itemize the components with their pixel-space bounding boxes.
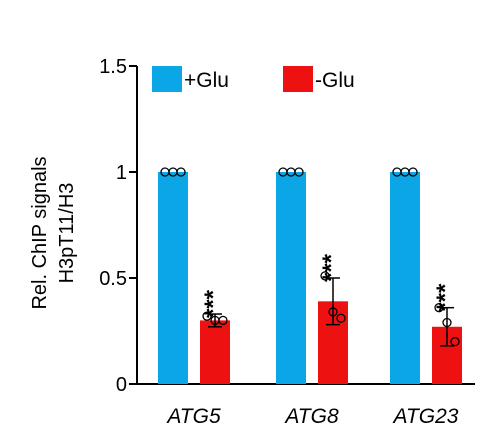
data-point — [218, 315, 228, 326]
bar — [158, 172, 188, 384]
data-point — [320, 271, 330, 281]
data-points — [160, 167, 460, 347]
legend-label: +Glu — [184, 69, 229, 92]
data-point — [202, 311, 212, 321]
data-point — [434, 303, 444, 313]
bars — [158, 172, 462, 384]
axis-labels: Rel. ChIP signals H3pT11/H3 *** ATG5 *** ATG8… — [29, 156, 459, 428]
significance-label: *** — [318, 253, 345, 282]
data-point — [328, 307, 338, 317]
y-tick-label: 1.5 — [99, 56, 127, 78]
x-category-label: ATG23 — [392, 405, 459, 428]
legend-swatch — [152, 66, 182, 92]
bar — [200, 320, 230, 384]
bar — [276, 172, 306, 384]
bar — [390, 172, 420, 384]
data-point — [176, 167, 186, 177]
data-point — [294, 167, 304, 177]
data-point — [336, 313, 346, 323]
x-category-label: ATG8 — [283, 405, 339, 428]
y-tick-label: 1 — [116, 162, 127, 184]
y-tick-label: 0 — [116, 374, 127, 396]
y-axis-title-line2: H3pT11/H3 — [56, 183, 78, 284]
legend: +Glu -Glu — [152, 66, 355, 92]
y-tick-label: 0.5 — [99, 268, 127, 290]
x-category-label: ATG5 — [165, 405, 221, 428]
data-point — [408, 167, 418, 177]
significance-label: *** — [432, 283, 459, 312]
legend-label: -Glu — [315, 69, 355, 92]
significance-label: *** — [200, 289, 227, 318]
legend-swatch — [283, 66, 313, 92]
data-point — [450, 336, 460, 347]
y-axis-title-line1: Rel. ChIP signals — [29, 156, 51, 309]
data-point — [442, 317, 452, 328]
